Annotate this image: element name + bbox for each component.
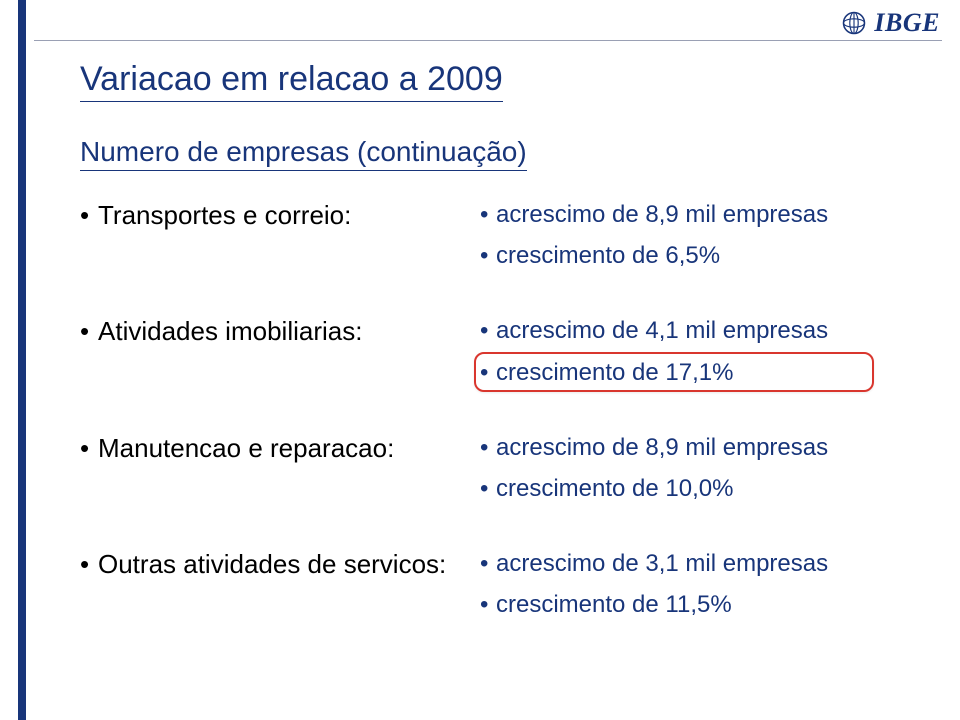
ibge-logo-mark: [840, 9, 868, 37]
value-item: acrescimo de 3,1 mil empresas: [480, 548, 920, 579]
values-group: acrescimo de 8,9 mil empresas crescimento…: [480, 432, 920, 504]
category-label: Atividades imobiliarias:: [80, 315, 480, 349]
value-item: crescimento de 17,1%: [480, 357, 920, 388]
slide-left-stripe: [0, 0, 26, 720]
ibge-logo-text: IBGE: [874, 8, 940, 38]
slide-title: Variacao em relacao a 2009: [80, 60, 503, 102]
data-row: Manutencao e reparacao:acrescimo de 8,9 …: [80, 432, 920, 504]
value-item: crescimento de 11,5%: [480, 589, 920, 620]
values-group: acrescimo de 3,1 mil empresas crescimento…: [480, 548, 920, 620]
values-group: acrescimo de 8,9 mil empresas crescimento…: [480, 199, 920, 271]
category-label: Manutencao e reparacao:: [80, 432, 480, 466]
value-item: crescimento de 10,0%: [480, 473, 920, 504]
data-row: Transportes e correio:acrescimo de 8,9 m…: [80, 199, 920, 271]
category-label: Transportes e correio:: [80, 199, 480, 233]
slide-content: Variacao em relacao a 2009 Numero de emp…: [80, 60, 920, 621]
value-item: acrescimo de 8,9 mil empresas: [480, 199, 920, 230]
data-row: Atividades imobiliarias:acrescimo de 4,1…: [80, 315, 920, 387]
header-divider: [34, 40, 942, 41]
data-row: Outras atividades de servicos:acrescimo …: [80, 548, 920, 620]
category-label: Outras atividades de servicos:: [80, 548, 480, 582]
data-rows: Transportes e correio:acrescimo de 8,9 m…: [80, 199, 920, 621]
slide-subtitle: Numero de empresas (continuação): [80, 136, 527, 171]
values-group: acrescimo de 4,1 mil empresas crescimento…: [480, 315, 920, 387]
value-item: crescimento de 6,5%: [480, 240, 920, 271]
ibge-logo: IBGE: [840, 6, 940, 40]
value-item: acrescimo de 4,1 mil empresas: [480, 315, 920, 346]
value-item: acrescimo de 8,9 mil empresas: [480, 432, 920, 463]
